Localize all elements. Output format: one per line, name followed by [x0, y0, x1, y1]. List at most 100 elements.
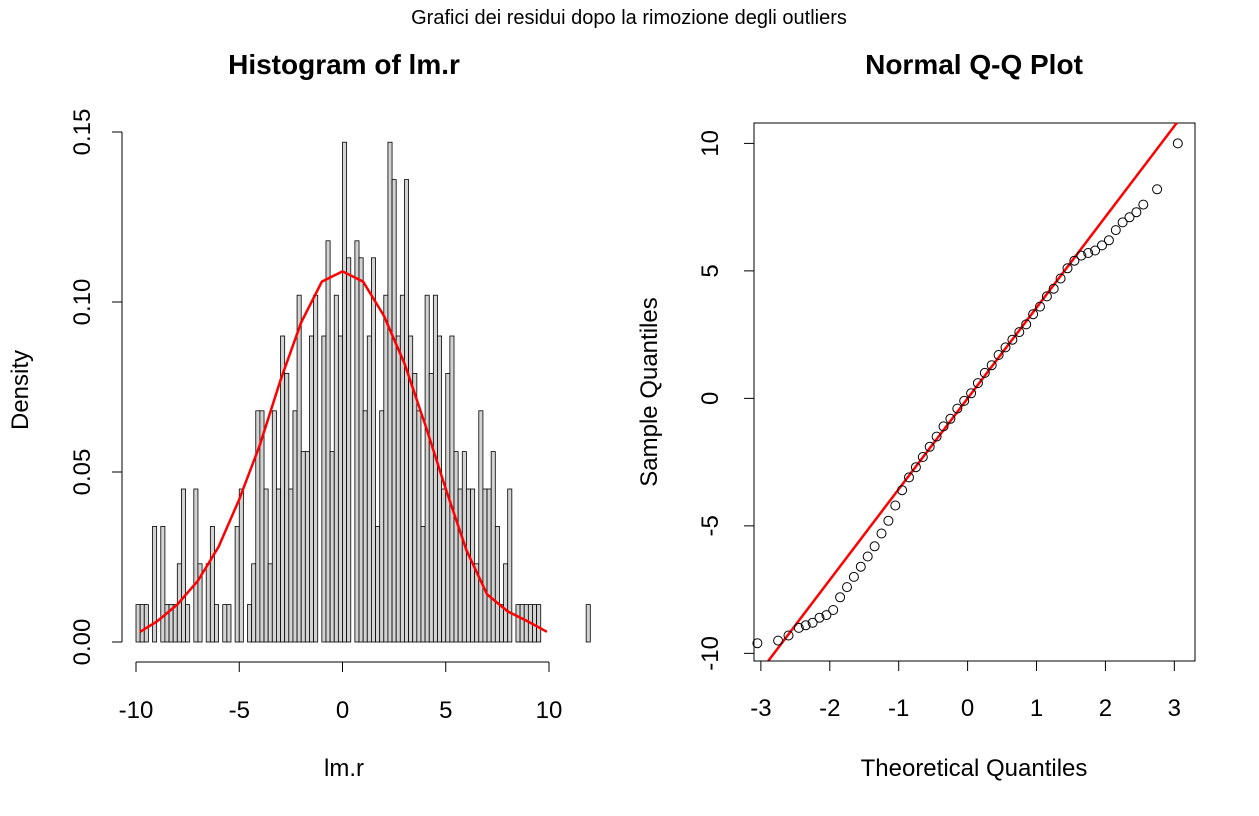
histogram-bar: [238, 488, 244, 643]
histogram-x-tick-label: -10: [119, 697, 154, 724]
qq-reference-line: [767, 122, 1178, 662]
qq-point: [876, 528, 887, 539]
qq-point: [952, 403, 963, 414]
qq-x-tick-label: -3: [750, 695, 771, 722]
histogram-x-tick-label: 0: [336, 697, 349, 724]
figure-title: Grafici dei residui dopo la rimozione de…: [411, 7, 847, 29]
histogram-bar: [160, 526, 166, 643]
histogram-y-tick-label: 0.15: [69, 109, 96, 156]
histogram-bar: [371, 257, 376, 643]
qq-point: [800, 620, 811, 631]
histogram-bar: [346, 257, 352, 643]
qq-x-tick-label: 0: [961, 695, 974, 722]
qq-point: [938, 421, 949, 432]
histogram-x-tick-label: 5: [439, 697, 452, 724]
qq-x-axis: -3 -2 -1 0 1 2 3: [750, 660, 1181, 722]
histogram-bar: [172, 604, 178, 643]
histogram-bar: [325, 240, 331, 643]
qq-point: [1041, 291, 1052, 302]
qq-point: [917, 452, 928, 462]
qq-point: [1083, 248, 1094, 258]
qq-point: [1014, 327, 1025, 338]
qq-y-axis: -10 -5 0 5 10: [697, 130, 755, 671]
qq-point: [773, 635, 784, 646]
histogram-bar: [499, 604, 504, 643]
histogram-bar: [358, 257, 364, 643]
histogram-bar: [342, 141, 348, 643]
qq-point: [979, 367, 990, 378]
histogram-bar: [284, 372, 290, 643]
histogram-title: Histogram of lm.r: [228, 49, 460, 80]
histogram-bar: [226, 604, 232, 643]
qq-point: [1021, 319, 1032, 330]
histogram-bar: [449, 335, 455, 643]
qq-point: [966, 388, 977, 399]
qq-point: [890, 500, 901, 511]
qq-point: [1138, 199, 1149, 210]
qq-point: [1152, 184, 1163, 195]
qq-x-label: Theoretical Quantiles: [861, 755, 1088, 782]
histogram-x-label: lm.r: [324, 755, 364, 782]
qq-point: [842, 582, 852, 593]
histogram-bar: [486, 488, 492, 643]
histogram-bar: [515, 604, 521, 643]
qq-point: [1097, 240, 1107, 251]
qq-point: [1048, 283, 1059, 294]
histogram-bar: [300, 451, 306, 643]
histogram-bar: [420, 526, 426, 643]
qq-point: [1062, 263, 1073, 274]
qq-point: [910, 462, 921, 473]
qq-point: [855, 561, 866, 572]
qq-point: [1172, 138, 1183, 149]
histogram-bar: [304, 451, 310, 643]
histogram-bar: [424, 294, 430, 643]
qq-point: [807, 617, 818, 628]
histogram-bar: [296, 294, 302, 643]
qq-point: [1007, 334, 1018, 345]
qq-x-tick-label: 1: [1030, 695, 1043, 722]
qq-point: [1124, 212, 1135, 223]
histogram-bar: [185, 604, 191, 643]
qq-y-label: Sample Quantiles: [636, 297, 663, 486]
histogram-bar: [507, 488, 513, 643]
qq-point: [1117, 217, 1128, 228]
histogram-bar: [263, 488, 269, 643]
qq-point: [945, 413, 956, 424]
histogram-bar: [333, 294, 339, 643]
histogram-bar: [205, 563, 211, 643]
qq-y-tick-label: -5: [697, 515, 724, 536]
qq-title: Normal Q-Q Plot: [865, 49, 1083, 80]
histogram-bar: [197, 563, 203, 643]
histogram-bar: [329, 451, 335, 643]
qq-point: [1069, 255, 1080, 266]
histogram-bar: [437, 335, 443, 643]
qq-point: [1076, 250, 1087, 261]
histogram-bar: [292, 410, 298, 643]
histogram-bar: [379, 410, 385, 643]
histogram-bar: [362, 410, 368, 643]
qq-y-tick-label: 10: [697, 130, 724, 157]
qq-point: [1131, 207, 1142, 218]
histogram-bar: [271, 410, 277, 643]
qq-point: [1090, 245, 1101, 256]
histogram-bar: [209, 526, 215, 643]
histogram-bar: [585, 604, 591, 643]
qq-point: [793, 622, 804, 633]
histogram-y-tick-label: 0.05: [69, 449, 96, 496]
qq-point: [986, 360, 997, 371]
histogram-bar: [432, 294, 438, 643]
qq-x-tick-label: -2: [819, 695, 840, 722]
histogram-bar: [313, 294, 319, 643]
histogram-bar: [494, 526, 500, 643]
histogram-bar: [490, 451, 496, 643]
qq-point: [1055, 273, 1066, 284]
histogram-bar: [234, 526, 240, 643]
qq-point: [1000, 342, 1011, 353]
qq-points: [752, 138, 1183, 649]
histogram-bar: [441, 488, 447, 643]
histogram-bar: [288, 488, 294, 643]
histogram-bar: [276, 488, 281, 643]
histogram-bar: [416, 410, 422, 643]
